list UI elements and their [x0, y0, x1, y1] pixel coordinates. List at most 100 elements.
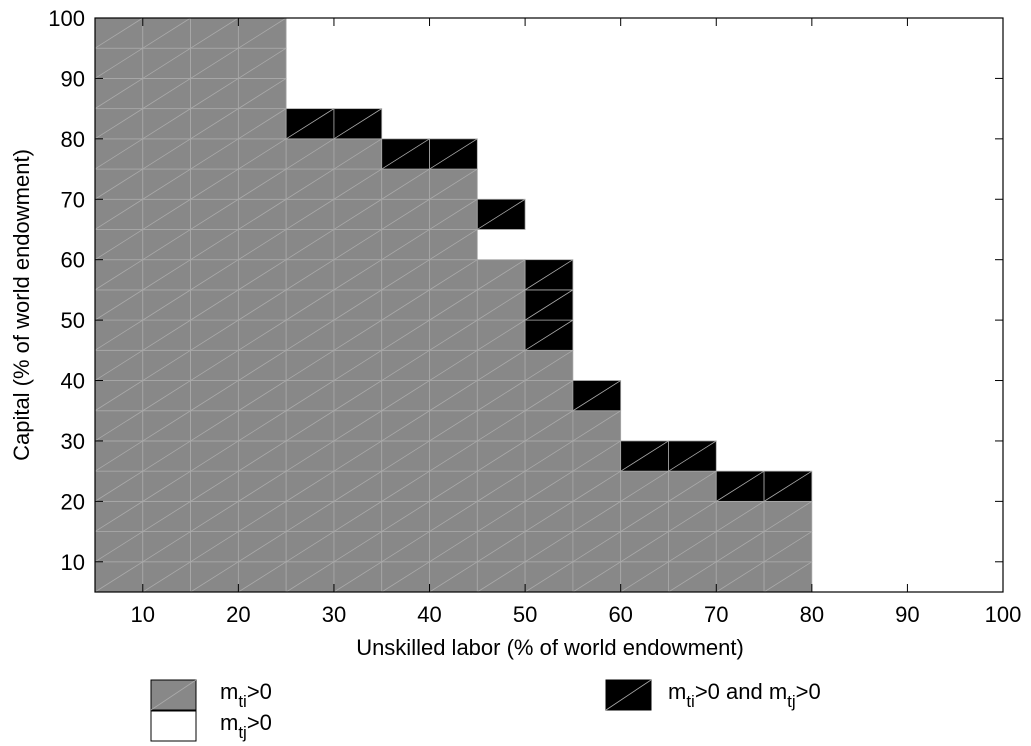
gray-cell [572, 561, 622, 593]
gray-cell [285, 168, 335, 200]
gray-cell [142, 168, 191, 200]
gray-cell [429, 168, 478, 200]
gray-cell [381, 289, 430, 321]
gray-cell [285, 319, 335, 351]
y-tick-label: 30 [61, 429, 85, 454]
gray-cell [715, 561, 765, 593]
gray-cell [572, 500, 622, 532]
gray-cell [190, 259, 239, 291]
y-tick-label: 10 [61, 550, 85, 575]
black-cell [668, 440, 717, 472]
gray-cell [476, 561, 526, 593]
gray-cell [237, 17, 287, 49]
gray-cell [142, 319, 191, 351]
gray-cell [381, 259, 430, 291]
gray-cell [94, 138, 144, 170]
gray-cell [333, 531, 383, 563]
black-cell [620, 440, 669, 472]
gray-cell [142, 229, 191, 261]
gray-cell [190, 17, 239, 49]
gray-cell [94, 17, 144, 49]
gray-cell [94, 380, 144, 412]
gray-cell [142, 259, 191, 291]
gray-cell [142, 78, 191, 110]
gray-cell [285, 380, 335, 412]
gray-cell [94, 198, 144, 230]
gray-cell [237, 380, 287, 412]
y-tick-label: 50 [61, 308, 85, 333]
gray-cell [94, 47, 144, 79]
gray-cell [333, 259, 383, 291]
gray-cell [429, 470, 478, 502]
gray-cell [333, 561, 383, 593]
gray-cell [429, 259, 478, 291]
gray-cell [190, 349, 239, 381]
legend-label-white: mtj>0 [220, 710, 272, 742]
gray-cell [381, 561, 430, 593]
gray-cell [476, 349, 526, 381]
gray-cell [333, 500, 383, 532]
gray-cell [620, 470, 669, 502]
gray-cell [381, 470, 430, 502]
gray-cell [572, 470, 622, 502]
gray-cell [237, 47, 287, 79]
gray-cell [142, 561, 191, 593]
legend-label-gray: mti>0 [220, 679, 272, 711]
gray-cell [190, 168, 239, 200]
gray-cell [524, 531, 574, 563]
gray-cell [142, 108, 191, 140]
gray-cell [333, 440, 383, 472]
gray-cell [620, 500, 669, 532]
gray-cell [285, 561, 335, 593]
gray-cell [190, 319, 239, 351]
gray-cell [237, 229, 287, 261]
gray-cell [476, 380, 526, 412]
y-tick-label: 40 [61, 369, 85, 394]
gray-cell [94, 289, 144, 321]
gray-cell [94, 349, 144, 381]
gray-cell [429, 531, 478, 563]
gray-cell [763, 531, 813, 563]
gray-cell [237, 78, 287, 110]
gray-cell [142, 380, 191, 412]
gray-cell [572, 410, 622, 442]
x-tick-label: 100 [985, 602, 1022, 627]
gray-cell [333, 380, 383, 412]
gray-cell [94, 168, 144, 200]
gray-cell [715, 531, 765, 563]
legend-item-white: mtj>0 [150, 710, 272, 742]
black-cell [524, 259, 574, 291]
gray-cell [381, 500, 430, 532]
black-cell [429, 138, 478, 170]
gray-cell [190, 138, 239, 170]
x-tick-label: 40 [417, 602, 441, 627]
gray-cell [94, 78, 144, 110]
gray-cell [285, 259, 335, 291]
legend-label-black: mti>0 and mtj>0 [668, 679, 821, 711]
gray-cell [333, 138, 383, 170]
gray-cell [429, 500, 478, 532]
gray-cell [237, 198, 287, 230]
gray-cell [285, 138, 335, 170]
gray-cell [94, 410, 144, 442]
gray-cell [333, 410, 383, 442]
black-cell [763, 470, 813, 502]
gray-cell [190, 440, 239, 472]
gray-cell [237, 470, 287, 502]
gray-cell [190, 531, 239, 563]
legend-swatch-white [150, 710, 197, 742]
gray-cell [524, 440, 574, 472]
black-cell [476, 198, 526, 230]
black-cell [333, 108, 383, 140]
gray-cell [429, 440, 478, 472]
gray-cell [476, 500, 526, 532]
gray-cell [94, 440, 144, 472]
gray-cell [142, 289, 191, 321]
gray-cell [285, 531, 335, 563]
gray-cell [333, 198, 383, 230]
gray-cell [381, 229, 430, 261]
gray-cell [237, 168, 287, 200]
gray-cell [572, 531, 622, 563]
plot-frame [94, 17, 1004, 593]
black-cell [524, 289, 574, 321]
